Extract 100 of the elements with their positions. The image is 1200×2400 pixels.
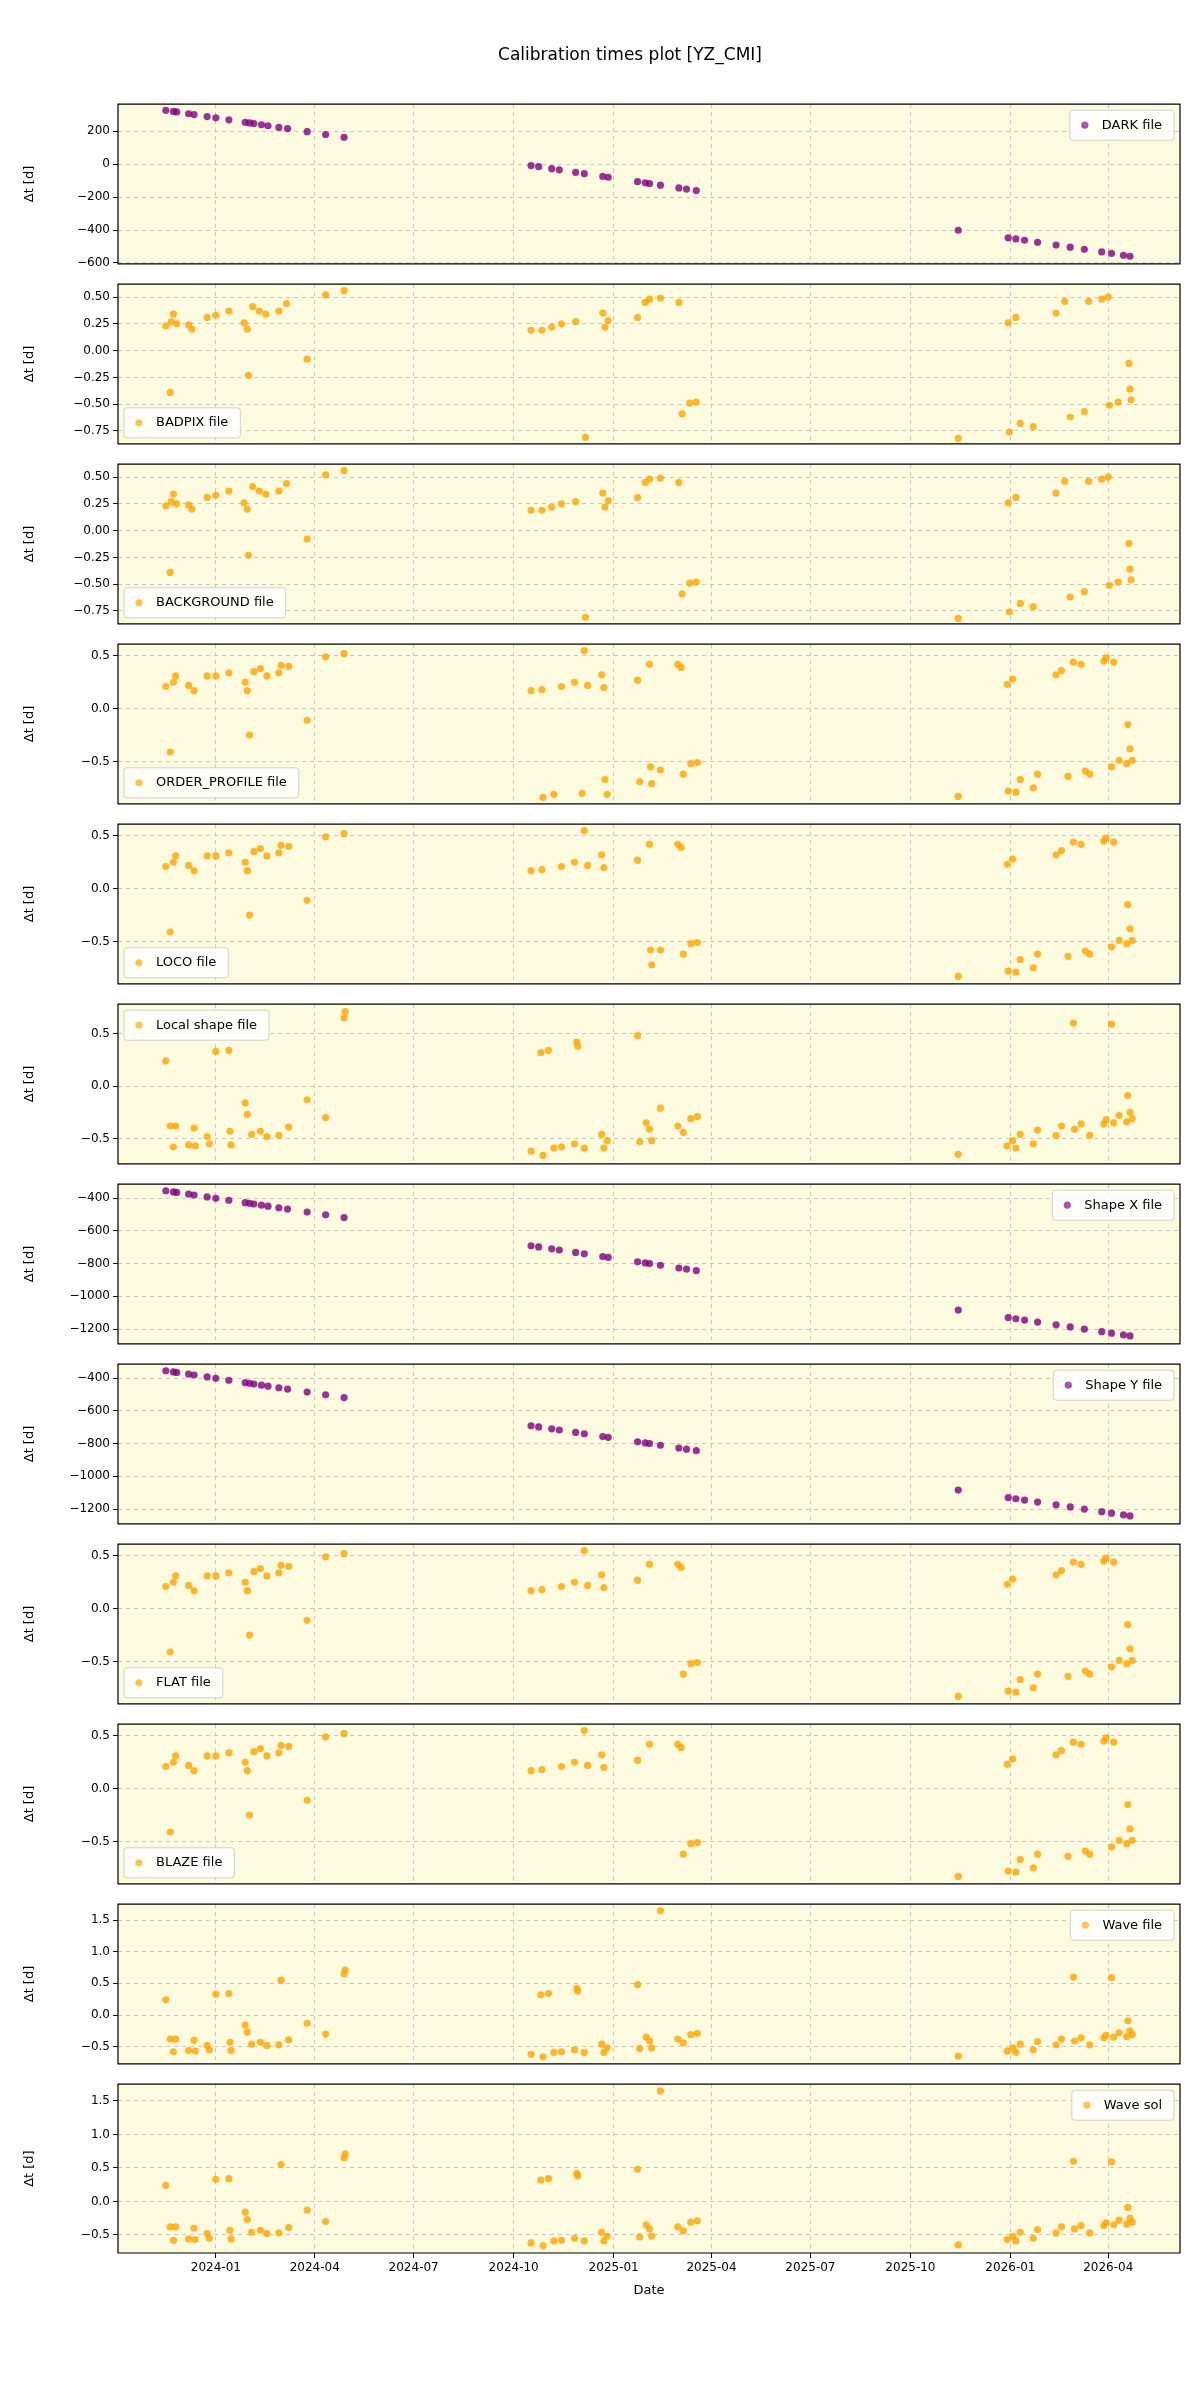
point bbox=[1123, 1660, 1131, 1668]
point bbox=[535, 163, 543, 171]
point bbox=[1005, 608, 1013, 616]
point bbox=[322, 1391, 330, 1399]
point bbox=[1057, 1567, 1066, 1575]
point bbox=[1128, 1656, 1136, 1665]
point bbox=[678, 410, 686, 418]
point bbox=[245, 1631, 254, 1639]
point bbox=[1086, 1850, 1094, 1858]
point bbox=[692, 398, 700, 406]
point bbox=[1057, 1747, 1066, 1755]
point bbox=[1012, 493, 1020, 502]
y-axis-title: Δt [d] bbox=[21, 1605, 37, 1643]
point bbox=[598, 1571, 606, 1579]
point bbox=[1020, 1496, 1029, 1504]
point bbox=[283, 125, 292, 133]
point bbox=[225, 487, 233, 495]
y-tick-label: −1200 bbox=[69, 1321, 110, 1336]
point bbox=[1124, 1800, 1132, 1809]
point bbox=[275, 1204, 283, 1212]
point bbox=[1105, 581, 1113, 589]
point bbox=[1114, 398, 1122, 406]
point bbox=[557, 500, 566, 508]
point bbox=[1052, 489, 1060, 497]
point bbox=[1110, 1558, 1118, 1566]
y-tick-label: 0.5 bbox=[90, 827, 110, 842]
point bbox=[656, 1261, 665, 1269]
y-axis-title: Δt [d] bbox=[21, 165, 37, 203]
point bbox=[677, 1563, 685, 1572]
point bbox=[1098, 475, 1106, 483]
point bbox=[600, 1583, 608, 1592]
point bbox=[263, 1572, 271, 1580]
point bbox=[1098, 1508, 1106, 1516]
point bbox=[1126, 385, 1134, 393]
point bbox=[692, 1267, 700, 1275]
point bbox=[322, 130, 330, 139]
y-axis-title: Δt [d] bbox=[21, 1425, 37, 1463]
point bbox=[1004, 499, 1012, 507]
point bbox=[583, 1761, 592, 1770]
x-tick-label: 2024-10 bbox=[488, 2260, 539, 2275]
y-tick-label: −0.5 bbox=[80, 933, 110, 948]
point bbox=[604, 317, 612, 325]
y-axis-title: Δt [d] bbox=[21, 885, 37, 923]
point bbox=[572, 318, 580, 326]
point bbox=[190, 1371, 198, 1379]
point bbox=[243, 325, 251, 333]
legend-label: BACKGROUND file bbox=[156, 594, 274, 610]
point bbox=[203, 1373, 211, 1381]
point bbox=[1104, 473, 1112, 481]
point bbox=[1052, 1321, 1060, 1329]
point bbox=[250, 1200, 258, 1208]
point bbox=[1029, 1864, 1037, 1872]
y-tick-label: −400 bbox=[77, 1370, 110, 1385]
point bbox=[340, 1550, 348, 1558]
point bbox=[645, 1439, 654, 1448]
y-axis-title: Δt [d] bbox=[21, 525, 37, 563]
point bbox=[1086, 1670, 1094, 1678]
point bbox=[1061, 297, 1069, 305]
point bbox=[162, 322, 170, 330]
point bbox=[675, 1444, 683, 1452]
point bbox=[527, 161, 535, 170]
point bbox=[262, 310, 270, 318]
y-tick-label: 0.00 bbox=[83, 522, 110, 537]
y-tick-label: 1.5 bbox=[90, 1912, 110, 1927]
point bbox=[185, 1190, 193, 1198]
y-tick-label: −400 bbox=[77, 1190, 110, 1205]
y-tick-label: 200 bbox=[87, 123, 110, 138]
point bbox=[682, 185, 691, 193]
point bbox=[225, 1376, 233, 1384]
legend-label: FLAT file bbox=[156, 1674, 211, 1690]
point bbox=[656, 474, 665, 482]
point bbox=[241, 1758, 249, 1766]
y-axis-title: Δt [d] bbox=[21, 705, 37, 743]
y-tick-label: 0.25 bbox=[83, 315, 110, 330]
point bbox=[212, 1572, 220, 1580]
point bbox=[225, 307, 233, 315]
point bbox=[687, 1840, 695, 1848]
point bbox=[1126, 252, 1134, 260]
point bbox=[1107, 1329, 1116, 1337]
point bbox=[570, 1578, 579, 1586]
point bbox=[262, 490, 270, 498]
y-tick-label: −1200 bbox=[69, 1501, 110, 1516]
point bbox=[249, 303, 257, 311]
point bbox=[677, 1743, 685, 1752]
y-tick-label: −0.5 bbox=[80, 753, 110, 768]
point bbox=[1012, 1315, 1020, 1323]
point bbox=[1029, 603, 1037, 611]
point bbox=[633, 1258, 642, 1266]
point bbox=[1034, 1850, 1042, 1858]
y-tick-label: 0.5 bbox=[90, 2160, 110, 2175]
point bbox=[645, 1740, 654, 1748]
point bbox=[190, 1767, 198, 1775]
point bbox=[1005, 428, 1013, 436]
point bbox=[1004, 1494, 1012, 1502]
point bbox=[212, 1194, 220, 1202]
point bbox=[527, 1422, 535, 1430]
point bbox=[185, 1581, 193, 1590]
point bbox=[954, 614, 962, 623]
point bbox=[693, 1838, 701, 1847]
point bbox=[1034, 1670, 1042, 1678]
